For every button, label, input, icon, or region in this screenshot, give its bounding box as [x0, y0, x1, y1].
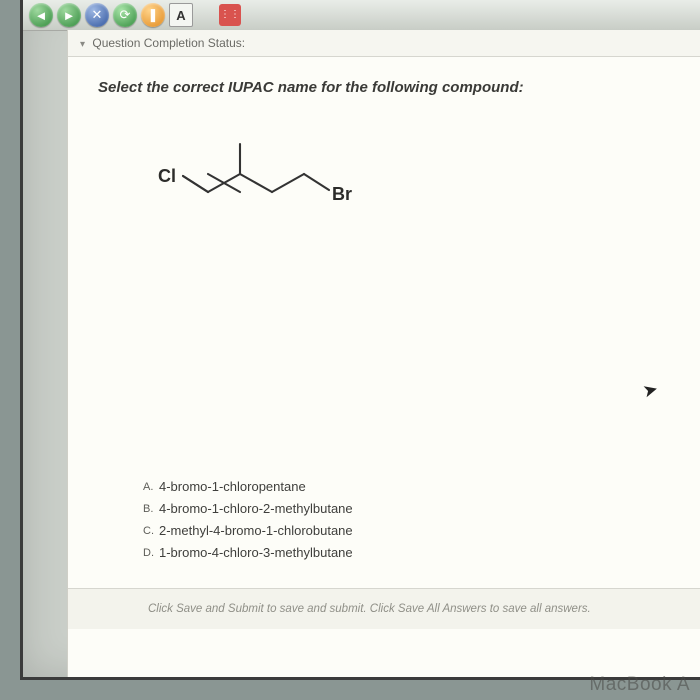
laptop-brand-text: MacBook A [589, 674, 690, 696]
forward-icon: ► [63, 8, 76, 23]
screen-frame: ◄ ► ✕ ⟳ ❚ A ⋮⋮ ▾ Question Completion Sta… [20, 0, 700, 680]
content-panel: ▾ Question Completion Status: Select the… [67, 30, 700, 677]
option-label: A. [143, 481, 159, 493]
question-prompt: Select the correct IUPAC name for the fo… [98, 79, 670, 96]
forward-button[interactable]: ► [57, 3, 81, 27]
reload-icon: ⟳ [120, 7, 131, 23]
calculator-icon: ⋮⋮ [220, 10, 240, 20]
br-atom-label: Br [332, 184, 352, 204]
answer-list: A. 4-bromo-1-chloropentane B. 4-bromo-1-… [143, 472, 353, 567]
mouse-cursor-icon: ➤ [640, 378, 660, 402]
option-text: 4-bromo-1-chloro-2-methylbutane [159, 501, 353, 516]
answer-option-d[interactable]: D. 1-bromo-4-chloro-3-methylbutane [143, 545, 353, 560]
option-label: B. [143, 503, 159, 515]
chemical-structure: Cl Br [148, 130, 670, 230]
completion-status-label: Question Completion Status: [92, 36, 245, 50]
stop-button[interactable]: ✕ [85, 3, 109, 27]
answer-option-a[interactable]: A. 4-bromo-1-chloropentane [143, 479, 353, 494]
cl-atom-label: Cl [158, 166, 176, 186]
option-text: 1-bromo-4-chloro-3-methylbutane [159, 545, 353, 560]
question-area: Select the correct IUPAC name for the fo… [68, 57, 700, 250]
reload-button[interactable]: ⟳ [113, 3, 137, 27]
answer-option-c[interactable]: C. 2-methyl-4-bromo-1-chlorobutane [143, 523, 353, 538]
font-a-button[interactable]: A [169, 3, 193, 27]
option-label: C. [143, 525, 159, 537]
answer-option-b[interactable]: B. 4-bromo-1-chloro-2-methylbutane [143, 501, 353, 516]
option-text: 4-bromo-1-chloropentane [159, 479, 306, 494]
browser-toolbar: ◄ ► ✕ ⟳ ❚ A ⋮⋮ [23, 0, 700, 31]
flame-icon: ❚ [148, 7, 159, 23]
stop-icon: ✕ [92, 7, 103, 23]
option-text: 2-methyl-4-bromo-1-chlorobutane [159, 523, 353, 538]
back-button[interactable]: ◄ [29, 3, 53, 27]
back-icon: ◄ [35, 8, 48, 23]
a-label: A [176, 8, 185, 23]
option-label: D. [143, 547, 159, 559]
chevron-down-icon: ▾ [80, 39, 85, 50]
home-button[interactable]: ❚ [141, 3, 165, 27]
completion-status-bar[interactable]: ▾ Question Completion Status: [68, 30, 700, 57]
calculator-button[interactable]: ⋮⋮ [219, 4, 241, 26]
save-submit-hint: Click Save and Submit to save and submit… [68, 588, 700, 629]
